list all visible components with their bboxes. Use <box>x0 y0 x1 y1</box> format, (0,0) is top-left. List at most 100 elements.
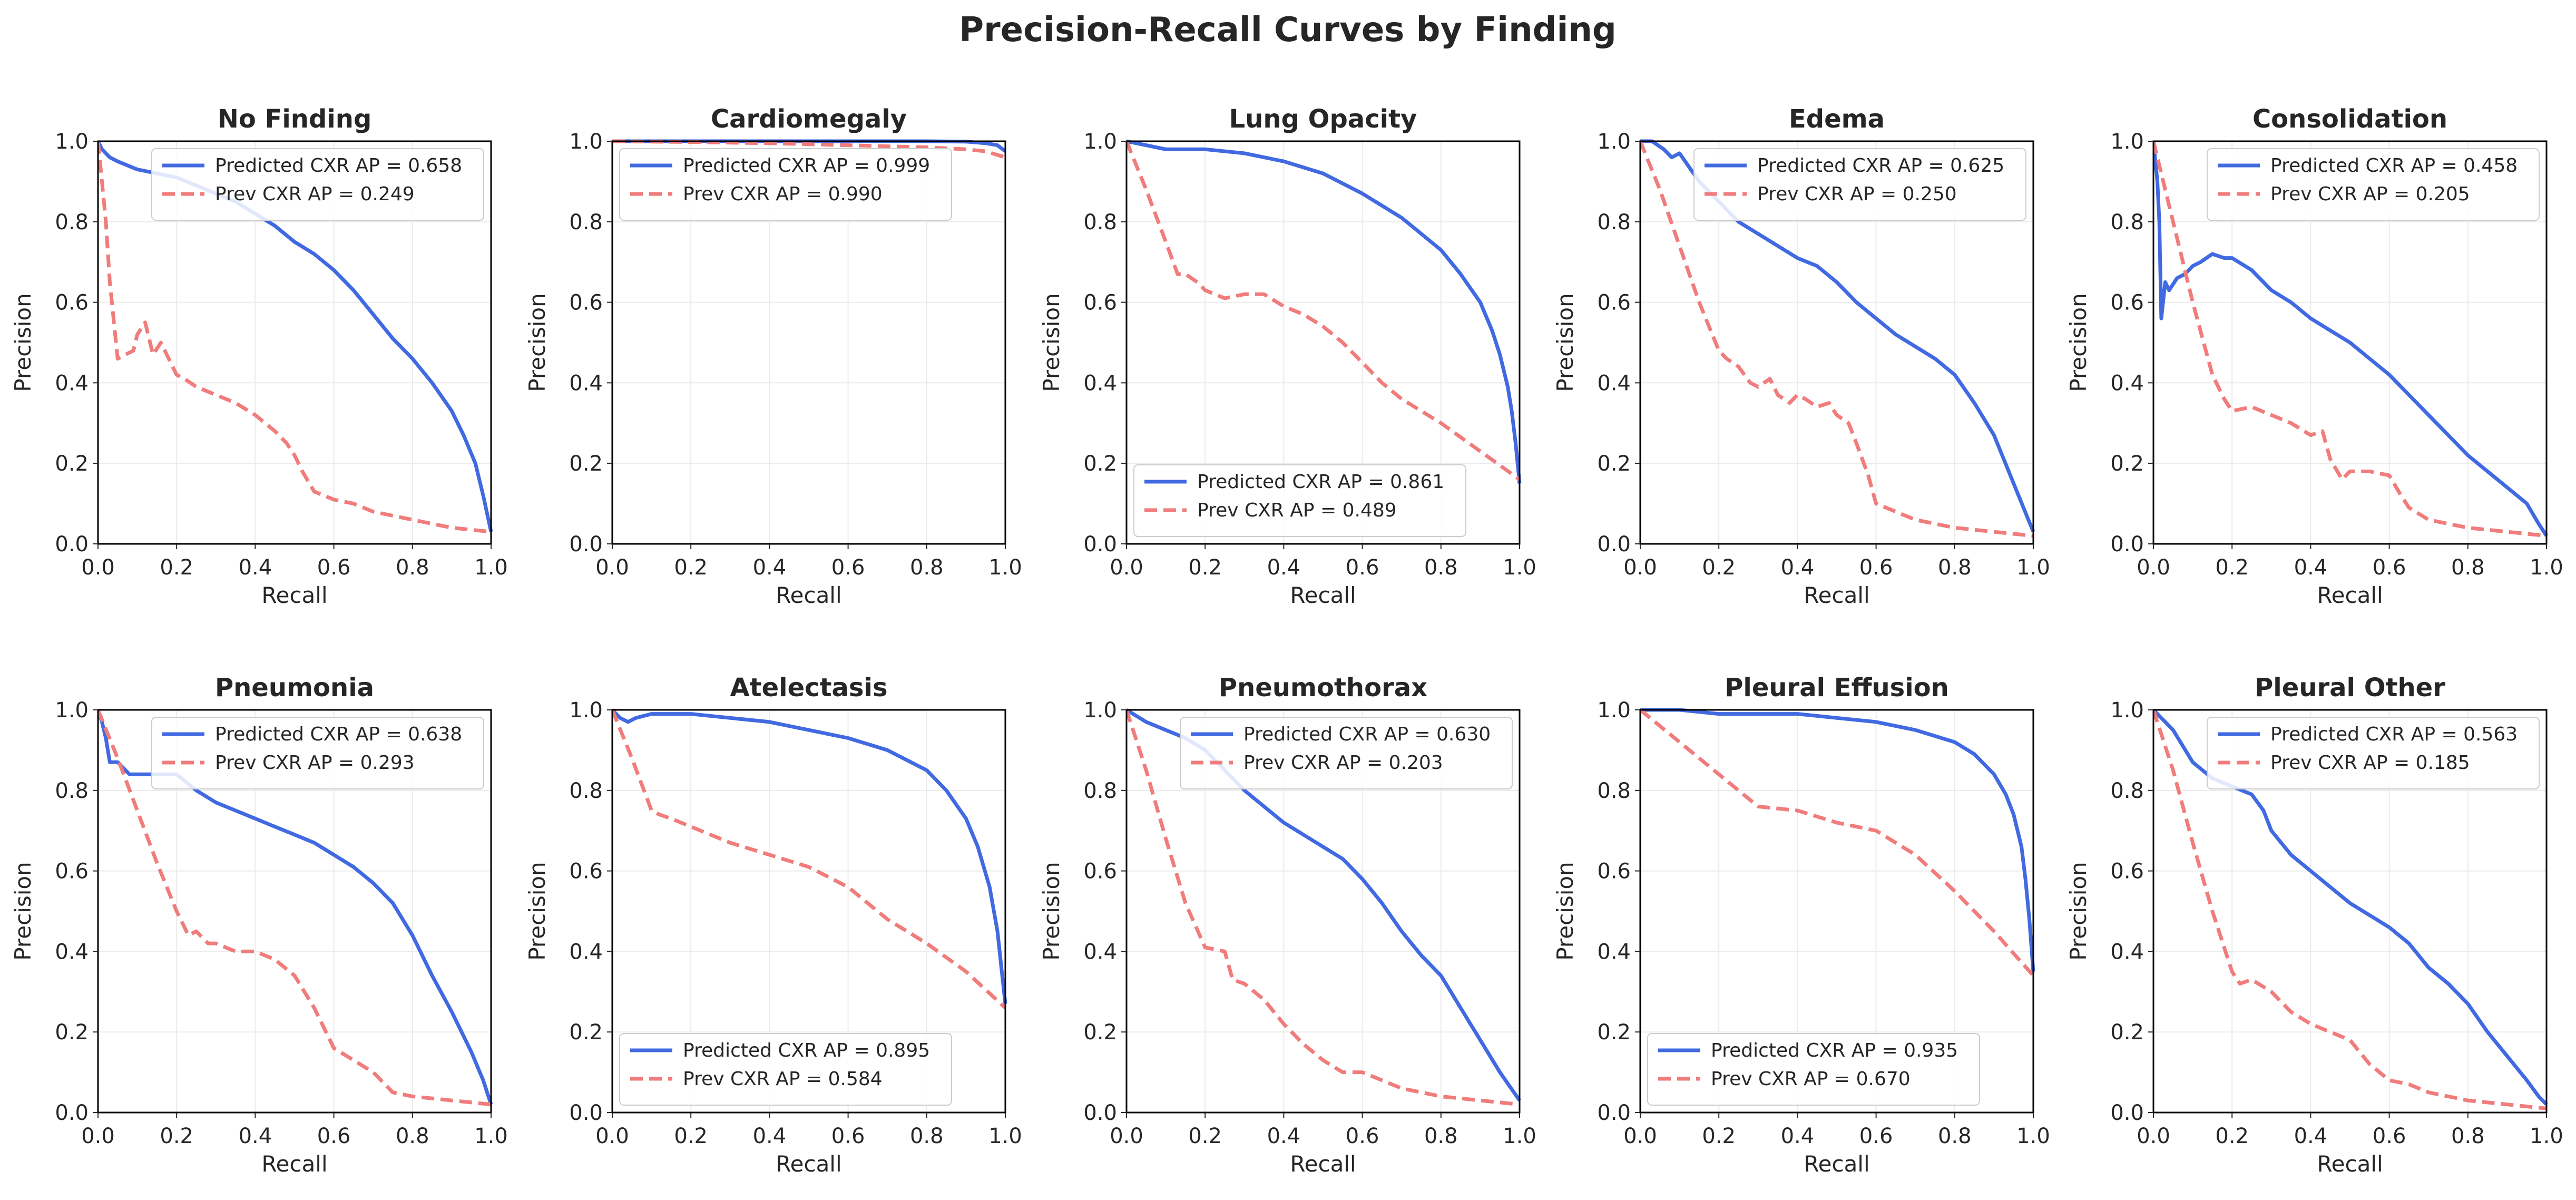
predicted-cxr-curve <box>1640 139 2035 533</box>
x-tick-label: 0.0 <box>595 555 629 580</box>
x-tick-label: 0.6 <box>1859 1124 1893 1148</box>
legend-label: Prev CXR AP = 0.990 <box>683 183 883 205</box>
predicted-cxr-curve <box>1127 139 1522 484</box>
prev-cxr-curve <box>612 139 1006 159</box>
y-tick-label: 0.2 <box>1597 452 1631 476</box>
x-tick-label: 0.4 <box>2294 555 2328 580</box>
y-tick-label: 0.6 <box>1597 291 1631 315</box>
y-tick-label: 0.4 <box>1597 371 1631 395</box>
y-tick-label: 0.0 <box>1597 1101 1631 1125</box>
x-tick-label: 0.4 <box>753 1124 787 1148</box>
y-tick-label: 0.8 <box>1083 210 1117 235</box>
x-tick-label: 0.8 <box>1938 1124 1972 1148</box>
x-axis-label: Recall <box>1804 1151 1869 1177</box>
x-tick-label: 0.6 <box>831 1124 865 1148</box>
predicted-cxr-curve <box>2153 141 2548 537</box>
figure-title: Precision-Recall Curves by Finding <box>959 11 1617 50</box>
legend: Predicted CXR AP = 0.630 Prev CXR AP = 0.… <box>1180 717 1513 789</box>
y-tick-label: 0.6 <box>569 291 603 315</box>
x-tick-label: 0.2 <box>674 1124 708 1148</box>
x-tick-label: 0.2 <box>674 555 708 580</box>
y-tick-label: 0.8 <box>2110 210 2144 235</box>
x-tick-label: 0.8 <box>396 555 429 580</box>
prev-cxr-curve <box>1640 140 2034 538</box>
y-axis-label: Precision <box>524 862 550 960</box>
y-tick-label: 0.0 <box>55 1101 89 1125</box>
x-tick-label: 0.0 <box>1623 555 1657 580</box>
y-tick-label: 0.4 <box>1597 940 1631 964</box>
y-tick-label: 0.2 <box>2110 1020 2144 1045</box>
y-tick-label: 0.4 <box>569 371 603 395</box>
panel-atelectasis: 0.0 0.2 0.4 0.6 0.8 1.0 0.0 0.2 0.4 0.6 0.8 1.0 Reca… <box>524 673 1022 1177</box>
x-tick-label: 1.0 <box>988 1124 1022 1148</box>
legend-label: Prev CXR AP = 0.249 <box>215 183 415 205</box>
x-tick-label: 0.2 <box>1702 1124 1736 1148</box>
x-tick-label: 0.2 <box>160 1124 193 1148</box>
y-tick-label: 1.0 <box>1083 130 1117 154</box>
legend-box <box>619 148 952 221</box>
y-axis-label: Precision <box>2065 862 2091 960</box>
x-axis-label: Recall <box>2317 582 2383 608</box>
y-tick-label: 0.0 <box>1597 532 1631 557</box>
legend-label: Predicted CXR AP = 0.935 <box>1711 1040 1958 1061</box>
x-axis-label: Recall <box>1290 1151 1356 1177</box>
axes-frame <box>2152 709 2548 1114</box>
x-tick-label: 0.2 <box>2215 555 2249 580</box>
x-tick-label: 0.4 <box>239 1124 272 1148</box>
y-tick-label: 0.4 <box>2110 940 2144 964</box>
x-tick-label: 0.6 <box>317 1124 351 1148</box>
panel-title: Pleural Other <box>2255 673 2445 703</box>
y-tick-label: 0.8 <box>2110 779 2144 803</box>
y-tick-label: 0.0 <box>2110 1101 2144 1125</box>
x-tick-label: 0.0 <box>1110 1124 1143 1148</box>
legend-label: Prev CXR AP = 0.205 <box>2270 183 2470 205</box>
legend-label: Prev CXR AP = 0.670 <box>1711 1068 1911 1090</box>
y-tick-label: 0.2 <box>55 1020 89 1045</box>
panel-title: Cardiomegaly <box>711 104 907 134</box>
axes-frame <box>1125 709 1521 1114</box>
x-tick-label: 1.0 <box>2016 1124 2050 1148</box>
legend-box <box>2207 148 2540 221</box>
x-tick-label: 0.4 <box>239 555 272 580</box>
y-tick-label: 0.6 <box>2110 291 2144 315</box>
x-tick-label: 1.0 <box>2530 555 2563 580</box>
x-tick-label: 0.4 <box>1781 555 1815 580</box>
x-axis-label: Recall <box>1804 582 1869 608</box>
prev-cxr-curve <box>1127 709 1520 1107</box>
x-tick-label: 0.6 <box>317 555 351 580</box>
y-tick-label: 0.6 <box>55 291 89 315</box>
panel-no-finding: 0.0 0.2 0.4 0.6 0.8 1.0 0.0 0.2 0.4 0.6 0.8 1.0 Reca… <box>10 104 508 608</box>
y-axis-label: Precision <box>1552 862 1578 960</box>
axes-frame <box>1125 140 1521 545</box>
legend-label: Prev CXR AP = 0.293 <box>215 752 415 774</box>
prev-cxr-curve <box>612 709 1007 1009</box>
legend-label: Prev CXR AP = 0.185 <box>2270 752 2470 774</box>
x-tick-label: 0.6 <box>1859 555 1893 580</box>
x-axis-label: Recall <box>776 582 841 608</box>
x-tick-label: 0.2 <box>1188 555 1222 580</box>
legend-label: Predicted CXR AP = 0.638 <box>215 724 462 745</box>
y-tick-label: 1.0 <box>2110 698 2144 723</box>
y-tick-label: 1.0 <box>569 130 603 154</box>
x-tick-label: 0.6 <box>1346 1124 1379 1148</box>
legend: Predicted CXR AP = 0.563 Prev CXR AP = 0.… <box>2207 717 2540 789</box>
y-tick-label: 0.6 <box>55 860 89 884</box>
legend: Predicted CXR AP = 0.625 Prev CXR AP = 0.… <box>1693 148 2026 221</box>
axes-frame <box>1639 140 2034 545</box>
x-tick-label: 0.2 <box>160 555 193 580</box>
y-tick-label: 0.8 <box>1597 779 1631 803</box>
axes-frame <box>97 140 492 545</box>
x-tick-label: 0.0 <box>1110 555 1143 580</box>
legend-box <box>2207 717 2540 789</box>
x-tick-label: 0.6 <box>831 555 865 580</box>
x-tick-label: 0.8 <box>910 555 944 580</box>
x-tick-label: 0.0 <box>81 1124 115 1148</box>
y-tick-label: 1.0 <box>1083 698 1117 723</box>
y-tick-label: 0.2 <box>1083 1020 1117 1045</box>
legend-label: Predicted CXR AP = 0.458 <box>2270 155 2518 177</box>
legend-label: Prev CXR AP = 0.489 <box>1197 500 1397 521</box>
panel-pleural-other: 0.0 0.2 0.4 0.6 0.8 1.0 0.0 0.2 0.4 0.6 0.8 1.0 Reca… <box>2065 673 2563 1177</box>
legend-label: Predicted CXR AP = 0.895 <box>683 1040 930 1061</box>
panel-title: Pleural Effusion <box>1725 673 1949 703</box>
